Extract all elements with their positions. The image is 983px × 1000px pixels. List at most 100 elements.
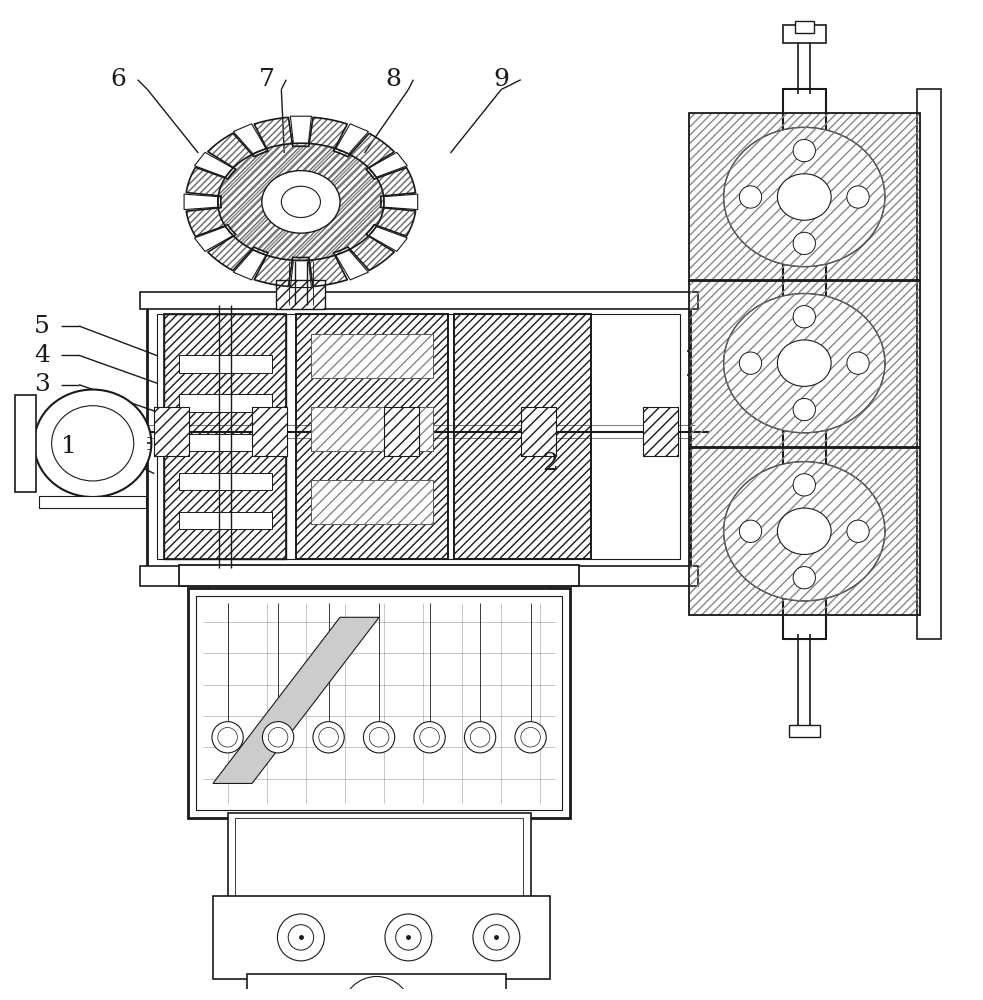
Bar	[689, 113, 920, 281]
Ellipse shape	[34, 390, 151, 497]
Circle shape	[470, 728, 490, 747]
Bar	[147, 305, 690, 568]
Bar	[179, 355, 271, 373]
Bar	[689, 448, 920, 615]
Text: 9: 9	[493, 68, 509, 91]
Circle shape	[793, 567, 816, 589]
Circle shape	[793, 139, 816, 162]
Bar	[689, 448, 920, 615]
Bar	[794, 21, 814, 33]
Circle shape	[793, 306, 816, 328]
Circle shape	[793, 398, 816, 421]
Bar	[643, 407, 678, 456]
Circle shape	[370, 728, 389, 747]
Ellipse shape	[261, 171, 340, 233]
Bar	[228, 813, 531, 901]
Bar	[235, 818, 523, 896]
Bar	[179, 473, 271, 490]
Circle shape	[288, 925, 314, 950]
Bar	[311, 334, 433, 378]
Bar	[197, 596, 562, 810]
Circle shape	[847, 520, 869, 542]
Circle shape	[318, 728, 338, 747]
Circle shape	[277, 914, 324, 961]
Ellipse shape	[778, 174, 832, 220]
Circle shape	[313, 722, 344, 753]
Bar	[179, 434, 271, 451]
Bar	[384, 407, 419, 456]
Circle shape	[268, 728, 288, 747]
Circle shape	[212, 722, 243, 753]
Bar	[140, 292, 698, 309]
Circle shape	[357, 991, 396, 1000]
Circle shape	[262, 722, 294, 753]
Bar	[788, 725, 820, 737]
Circle shape	[739, 520, 762, 542]
Circle shape	[464, 722, 495, 753]
Bar	[164, 314, 286, 559]
Bar	[39, 496, 146, 508]
Bar	[311, 334, 433, 378]
Circle shape	[218, 728, 237, 747]
Bar	[689, 113, 920, 281]
Bar	[689, 280, 920, 447]
Circle shape	[847, 186, 869, 208]
Bar	[247, 974, 506, 1000]
Bar	[521, 407, 556, 456]
Text: 4: 4	[34, 344, 50, 367]
Bar	[164, 314, 286, 559]
Circle shape	[847, 352, 869, 374]
Circle shape	[515, 722, 547, 753]
Bar	[296, 314, 447, 559]
Bar	[917, 89, 941, 639]
Text: 6: 6	[110, 68, 126, 91]
Bar	[782, 89, 826, 639]
Bar	[179, 512, 271, 529]
Bar	[140, 566, 698, 586]
Text: 8: 8	[385, 68, 402, 91]
Circle shape	[420, 728, 439, 747]
Circle shape	[473, 914, 520, 961]
Circle shape	[484, 925, 509, 950]
Text: 1: 1	[61, 435, 77, 458]
Circle shape	[396, 925, 421, 950]
Bar	[179, 565, 579, 586]
Ellipse shape	[778, 508, 832, 554]
Text: 7: 7	[259, 68, 274, 91]
Ellipse shape	[723, 294, 885, 433]
Bar	[782, 25, 826, 43]
Text: 5: 5	[34, 315, 50, 338]
Bar	[276, 280, 325, 309]
Bar	[311, 480, 433, 524]
Bar	[179, 394, 271, 412]
Text: 3: 3	[34, 373, 50, 396]
Bar	[311, 407, 433, 451]
Bar	[384, 407, 419, 456]
Circle shape	[793, 474, 816, 496]
Bar	[276, 280, 325, 309]
Circle shape	[793, 232, 816, 255]
Ellipse shape	[723, 462, 885, 601]
Bar	[689, 280, 920, 447]
Bar	[252, 407, 287, 456]
Bar	[213, 896, 550, 979]
Bar	[15, 395, 36, 492]
Text: 2: 2	[543, 452, 558, 475]
Polygon shape	[213, 617, 379, 783]
Ellipse shape	[52, 406, 134, 481]
Circle shape	[521, 728, 541, 747]
Bar	[643, 407, 678, 456]
Bar	[311, 407, 433, 451]
Bar	[189, 588, 570, 818]
Circle shape	[342, 977, 411, 1000]
Circle shape	[385, 914, 432, 961]
Bar	[454, 314, 591, 559]
Bar	[252, 407, 287, 456]
Ellipse shape	[281, 186, 320, 218]
Bar	[454, 314, 591, 559]
Circle shape	[739, 352, 762, 374]
Bar	[296, 314, 447, 559]
Bar	[154, 407, 190, 456]
Circle shape	[739, 186, 762, 208]
Ellipse shape	[778, 340, 832, 386]
